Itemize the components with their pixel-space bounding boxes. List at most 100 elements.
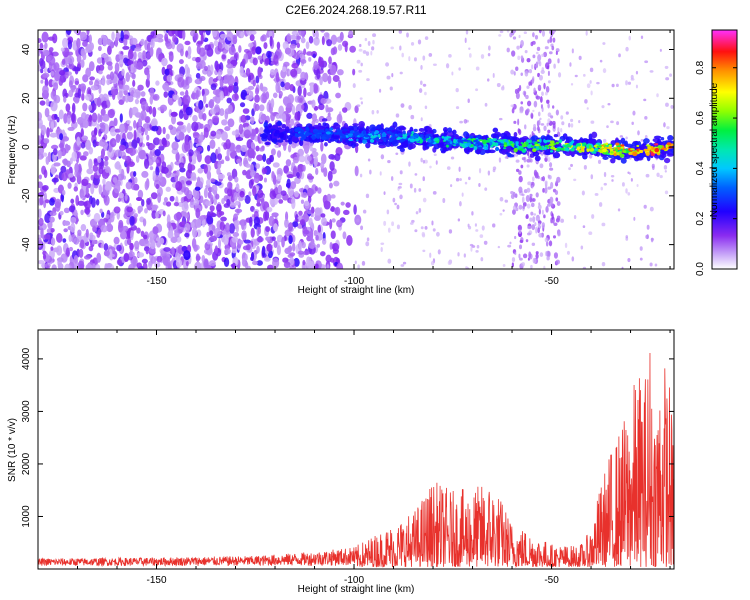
heatmap-cell (152, 93, 160, 101)
heatmap-cell (544, 180, 548, 185)
heatmap-cell (534, 144, 540, 147)
heatmap-cell (68, 234, 72, 242)
heatmap-cell (137, 189, 144, 199)
heatmap-cell (133, 183, 140, 191)
heatmap-cell (300, 136, 304, 141)
heatmap-cell (67, 126, 75, 131)
heatmap-cell (195, 253, 200, 262)
heatmap-cell (459, 120, 464, 124)
heatmap-cell (289, 34, 297, 40)
heatmap-cell (520, 55, 524, 60)
heatmap-cell (251, 260, 258, 266)
heatmap-cell (637, 130, 640, 136)
heatmap-cell (531, 184, 534, 189)
heatmap-cell (150, 38, 155, 49)
heatmap-cell (110, 88, 119, 96)
heatmap-cell (183, 94, 191, 105)
heatmap-cell (277, 139, 284, 143)
heatmap-cell (281, 236, 285, 248)
heatmap-cell (577, 146, 580, 151)
heatmap-cell (148, 105, 153, 115)
heatmap-cell (223, 74, 231, 84)
heatmap-cell (300, 199, 305, 204)
heatmap-cell (212, 115, 220, 123)
heatmap-cell (534, 222, 537, 227)
heatmap-cell (348, 138, 354, 142)
heatmap-cell (238, 239, 244, 245)
heatmap-cell (557, 126, 560, 133)
heatmap-cell (509, 241, 512, 245)
heatmap-cell (61, 58, 66, 66)
heatmap-cell (411, 130, 414, 135)
heatmap-cell (215, 193, 220, 200)
heatmap-cell (607, 102, 611, 106)
heatmap-cell (325, 128, 329, 132)
heatmap-cell (145, 248, 149, 255)
heatmap-cell (520, 72, 523, 76)
heatmap-cell (477, 146, 483, 150)
heatmap-cell (77, 200, 85, 206)
heatmap-cell (518, 170, 522, 175)
heatmap-cell (560, 218, 565, 223)
heatmap-cell (252, 79, 256, 87)
heatmap-cell (286, 182, 290, 188)
heatmap-cell (560, 115, 564, 120)
heatmap-cell (320, 213, 326, 218)
heatmap-cell (97, 228, 102, 236)
heatmap-cell (134, 98, 140, 105)
heatmap-cell (300, 218, 306, 226)
heatmap-cell (105, 167, 111, 173)
heatmap-cell (541, 91, 544, 96)
heatmap-cell (90, 197, 96, 208)
heatmap-cell (266, 50, 272, 58)
heatmap-cell (291, 62, 299, 69)
heatmap-cell (40, 79, 44, 84)
heatmap-cell (511, 50, 516, 57)
heatmap-cell (250, 116, 255, 125)
heatmap-cell (666, 142, 672, 146)
snr-frame (37, 329, 675, 570)
heatmap-cell (383, 220, 387, 226)
heatmap-cell (528, 81, 532, 86)
heatmap-cell (519, 239, 524, 244)
heatmap-cell (133, 129, 137, 141)
heatmap-cell (326, 264, 330, 269)
heatmap-cell (168, 124, 174, 131)
heatmap-cell (602, 148, 607, 153)
heatmap-cell (358, 120, 366, 128)
heatmap-cell (586, 107, 589, 110)
heatmap-cell (551, 45, 555, 51)
heatmap-cell (464, 148, 469, 154)
spectrogram-x-axis-label: Height of straight line (km) (298, 285, 415, 296)
heatmap-cell (238, 196, 244, 202)
heatmap-cell (42, 85, 49, 95)
heatmap-cell (217, 153, 223, 161)
heatmap-cell (172, 94, 179, 101)
heatmap-cell (85, 228, 89, 238)
heatmap-cell (611, 83, 615, 88)
heatmap-cell (550, 115, 554, 119)
heatmap-cell (636, 183, 639, 187)
heatmap-cell (320, 97, 327, 105)
heatmap-cell (91, 239, 96, 245)
heatmap-cell (271, 212, 279, 218)
heatmap-cell (552, 122, 556, 129)
heatmap-cell (45, 98, 50, 107)
heatmap-cell (136, 227, 141, 234)
heatmap-cell (401, 136, 407, 139)
heatmap-cell (141, 198, 145, 207)
heatmap-cell (98, 166, 104, 175)
heatmap-cell (644, 116, 648, 120)
heatmap-cell (203, 164, 208, 174)
heatmap-cell (253, 173, 260, 184)
heatmap-cell (249, 163, 254, 173)
heatmap-cell (327, 74, 332, 85)
heatmap-cell (547, 174, 550, 179)
heatmap-cell (155, 183, 160, 190)
heatmap-cell (365, 241, 370, 247)
heatmap-cell (556, 147, 561, 152)
heatmap-cell (91, 112, 98, 123)
heatmap-cell (510, 193, 515, 200)
heatmap-cell (356, 104, 361, 107)
heatmap-cell (588, 154, 593, 159)
